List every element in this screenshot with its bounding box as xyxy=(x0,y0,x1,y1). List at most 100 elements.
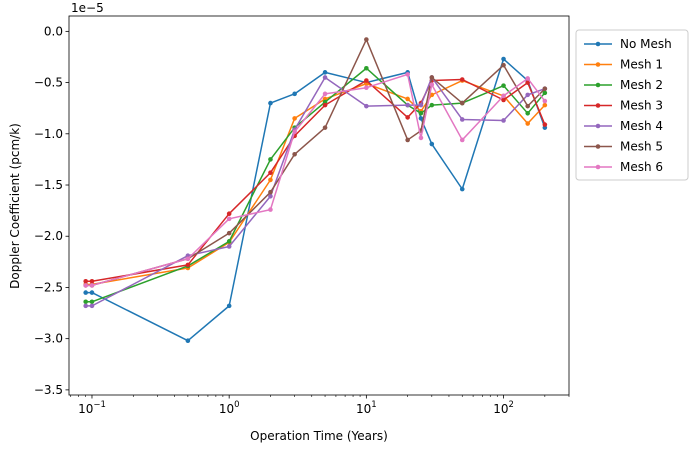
plot-area xyxy=(68,15,570,396)
data-point xyxy=(501,83,506,88)
data-point xyxy=(322,125,328,130)
legend-marker xyxy=(595,62,601,67)
data-point xyxy=(418,111,424,116)
y-tick-label: −2.0 xyxy=(34,229,63,243)
series-4 xyxy=(83,77,548,284)
data-point xyxy=(185,338,191,344)
data-point xyxy=(364,65,369,71)
data-point xyxy=(83,290,88,295)
legend-entry: Mesh 2 xyxy=(584,78,663,92)
data-point xyxy=(525,111,530,116)
data-point xyxy=(83,299,88,305)
data-point xyxy=(459,137,465,143)
data-point xyxy=(226,211,232,216)
data-point xyxy=(364,85,369,90)
y-tick-label: −3.5 xyxy=(34,383,63,397)
data-point xyxy=(429,141,435,147)
y-tick-label: −1.0 xyxy=(34,127,63,141)
legend-label: No Mesh xyxy=(620,37,672,51)
legend-entry: Mesh 6 xyxy=(584,160,663,174)
legend-marker xyxy=(595,144,601,149)
data-point xyxy=(405,102,410,108)
data-point xyxy=(89,290,95,295)
legend-entry: Mesh 4 xyxy=(584,119,663,133)
data-point xyxy=(542,86,548,92)
data-point xyxy=(459,186,465,192)
data-point xyxy=(405,72,410,77)
data-point xyxy=(185,262,191,268)
legend-entry: No Mesh xyxy=(584,37,672,51)
data-point xyxy=(525,121,530,126)
data-point xyxy=(542,102,548,108)
data-point xyxy=(501,118,506,123)
data-point xyxy=(525,92,530,98)
data-point xyxy=(459,117,465,122)
y-tick-label: −3.0 xyxy=(34,332,63,346)
legend-entry: Mesh 3 xyxy=(584,99,663,113)
data-point xyxy=(292,151,297,157)
data-point xyxy=(459,77,465,82)
data-point xyxy=(89,283,95,288)
series-layer xyxy=(83,37,548,344)
legend: No Mesh Mesh 1 Mesh 2 Mesh 3 Mesh 4 Mesh 5 Mes… xyxy=(575,29,689,181)
data-point xyxy=(525,80,530,85)
data-point xyxy=(542,98,548,104)
data-point xyxy=(542,122,548,127)
y-tick-label: −2.5 xyxy=(34,280,63,294)
y-tick-label: −0.5 xyxy=(34,76,63,90)
data-point xyxy=(268,189,273,195)
data-point xyxy=(268,170,273,176)
legend-label: Mesh 1 xyxy=(620,58,663,72)
data-point xyxy=(501,97,506,103)
legend-marker xyxy=(595,164,601,170)
data-point xyxy=(89,299,95,305)
y-tick-label: −1.5 xyxy=(34,178,63,192)
legend-label: Mesh 3 xyxy=(620,99,663,113)
data-point xyxy=(185,256,191,262)
y-axis-label: Doppler Coefficient (pcm/k) xyxy=(8,123,22,289)
y-tick-label: 0.0 xyxy=(44,24,63,38)
x-tick-label: 100 xyxy=(219,400,240,416)
x-tick-label: 102 xyxy=(493,400,514,416)
data-point xyxy=(418,135,424,141)
data-point xyxy=(322,91,328,97)
legend-label: Mesh 2 xyxy=(620,78,663,92)
legend-marker xyxy=(595,123,601,129)
data-point xyxy=(418,102,424,108)
data-point xyxy=(429,75,435,80)
legend-frame xyxy=(575,29,689,181)
data-point xyxy=(226,244,232,249)
data-point xyxy=(268,100,273,106)
x-axis-label: Operation Time (Years) xyxy=(250,429,388,443)
data-point xyxy=(83,279,88,284)
data-point xyxy=(89,279,95,284)
data-point xyxy=(429,102,435,108)
data-point xyxy=(429,82,435,87)
legend-label: Mesh 6 xyxy=(620,160,663,174)
data-point xyxy=(83,303,88,309)
data-point xyxy=(268,157,273,162)
data-point xyxy=(292,116,297,121)
data-point xyxy=(268,207,273,212)
y-axis-ticks: 0.0 −0.5 −1.0 −1.5 −2.0 −2.5 −3.0 −3.5 xyxy=(34,24,69,397)
data-point xyxy=(542,90,548,96)
data-point xyxy=(226,303,232,309)
data-point xyxy=(89,303,95,309)
data-point xyxy=(226,239,232,244)
legend-entry: Mesh 1 xyxy=(584,58,663,72)
x-tick-label: 101 xyxy=(356,400,377,416)
legend-marker xyxy=(595,41,601,47)
data-point xyxy=(322,75,328,80)
data-point xyxy=(83,283,88,288)
series-7 xyxy=(83,72,548,288)
legend-marker xyxy=(595,82,601,88)
data-point xyxy=(322,102,328,108)
data-point xyxy=(501,93,506,99)
data-point xyxy=(405,115,410,120)
data-point xyxy=(405,96,410,102)
x-axis-ticks: 10−1 100 101 102 xyxy=(70,395,570,416)
data-point xyxy=(525,103,530,109)
data-point xyxy=(501,62,506,68)
